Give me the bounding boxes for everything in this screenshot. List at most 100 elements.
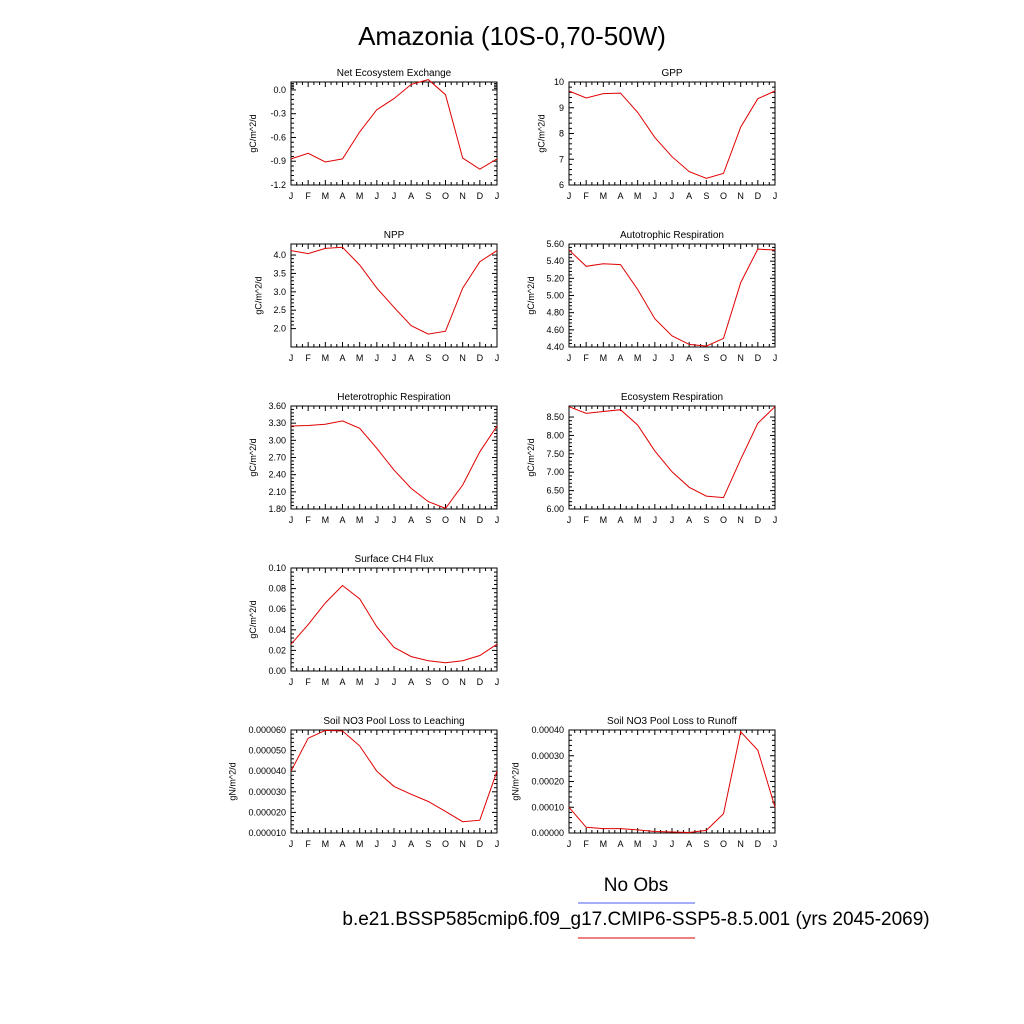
x-tick-label: F	[583, 839, 589, 849]
series-line	[568, 406, 776, 499]
y-tick-label: 3.5	[273, 268, 286, 278]
y-tick-label: 8.50	[546, 412, 564, 422]
x-tick-label: J	[375, 839, 380, 849]
x-tick-label: A	[408, 353, 414, 363]
x-tick-label: J	[495, 515, 500, 525]
x-tick-label: A	[686, 839, 692, 849]
plot-frame	[290, 405, 498, 510]
x-tick-label: D	[755, 191, 762, 201]
x-tick-label: D	[755, 353, 762, 363]
x-tick-label: J	[289, 191, 294, 201]
y-axis-label: gC/m^2/d	[526, 276, 536, 314]
y-tick-label: 8.00	[546, 430, 564, 440]
plot-frame	[290, 567, 498, 672]
y-tick-label: 4.40	[546, 342, 564, 352]
x-tick-label: D	[477, 677, 484, 687]
y-tick-label: 2.0	[273, 324, 286, 334]
y-tick-label: 4.60	[546, 325, 564, 335]
x-tick-label: M	[356, 515, 364, 525]
x-tick-label: M	[356, 353, 364, 363]
y-tick-label: 0.00040	[531, 725, 564, 735]
plot-frame	[290, 243, 498, 348]
legend-model-label: b.e21.BSSP585cmip6.f09_g17.CMIP6-SSP5-8.…	[342, 909, 929, 930]
x-tick-label: J	[392, 353, 397, 363]
x-tick-label: D	[477, 839, 484, 849]
x-tick-label: M	[322, 839, 330, 849]
x-tick-label: N	[737, 515, 744, 525]
plot-frame	[568, 243, 776, 348]
y-tick-label: 6	[559, 180, 564, 190]
x-tick-label: F	[583, 515, 589, 525]
x-tick-label: M	[356, 677, 364, 687]
y-tick-label: 6.00	[546, 504, 564, 514]
x-tick-label: N	[737, 353, 744, 363]
x-tick-label: F	[305, 839, 311, 849]
x-tick-label: N	[737, 191, 744, 201]
x-tick-label: A	[408, 839, 414, 849]
x-tick-label: J	[375, 515, 380, 525]
x-tick-label: M	[600, 839, 608, 849]
x-tick-label: M	[356, 191, 364, 201]
x-tick-label: S	[425, 515, 431, 525]
x-tick-label: F	[583, 191, 589, 201]
y-tick-label: 0.000060	[248, 725, 286, 735]
x-tick-label: M	[322, 191, 330, 201]
series-line	[290, 79, 498, 170]
x-tick-label: D	[477, 515, 484, 525]
y-tick-label: 0.00030	[531, 751, 564, 761]
y-tick-label: 5.40	[546, 256, 564, 266]
x-tick-label: J	[567, 839, 572, 849]
series-line	[290, 729, 498, 823]
panel-title: NPP	[384, 230, 405, 241]
x-tick-label: J	[567, 353, 572, 363]
y-axis-label: gC/m^2/d	[253, 276, 263, 314]
x-tick-label: J	[495, 677, 500, 687]
x-tick-label: J	[653, 839, 658, 849]
y-tick-label: 5.00	[546, 291, 564, 301]
x-tick-label: N	[459, 191, 466, 201]
x-tick-label: M	[634, 353, 642, 363]
x-tick-label: F	[305, 515, 311, 525]
x-tick-label: D	[755, 515, 762, 525]
y-axis-label: gC/m^2/d	[526, 438, 536, 476]
y-tick-label: 3.0	[273, 287, 286, 297]
x-tick-label: O	[442, 677, 449, 687]
x-tick-label: A	[408, 515, 414, 525]
y-tick-label: 7	[559, 154, 564, 164]
x-tick-label: O	[442, 191, 449, 201]
y-tick-label: 2.70	[268, 453, 286, 463]
y-tick-label: 0.000010	[248, 828, 286, 838]
x-tick-label: J	[289, 515, 294, 525]
x-tick-label: J	[289, 839, 294, 849]
y-tick-label: 4.0	[273, 250, 286, 260]
x-tick-label: J	[670, 191, 675, 201]
x-tick-label: J	[392, 677, 397, 687]
x-tick-label: F	[305, 677, 311, 687]
x-tick-label: M	[634, 515, 642, 525]
x-tick-label: S	[703, 515, 709, 525]
y-tick-label: -0.3	[270, 109, 286, 119]
x-tick-label: J	[495, 353, 500, 363]
y-tick-label: 8	[559, 129, 564, 139]
panel-title: Heterotrophic Respiration	[337, 392, 450, 403]
x-tick-label: S	[703, 191, 709, 201]
x-tick-label: M	[600, 353, 608, 363]
x-tick-label: A	[686, 515, 692, 525]
x-tick-label: J	[495, 191, 500, 201]
y-tick-label: 0.02	[268, 645, 286, 655]
x-tick-label: O	[720, 191, 727, 201]
y-tick-label: 0.000040	[248, 766, 286, 776]
series-line	[568, 90, 776, 179]
x-tick-label: J	[392, 191, 397, 201]
x-tick-label: D	[477, 353, 484, 363]
y-tick-label: 0.10	[268, 563, 286, 573]
x-tick-label: S	[425, 353, 431, 363]
x-tick-label: J	[392, 839, 397, 849]
